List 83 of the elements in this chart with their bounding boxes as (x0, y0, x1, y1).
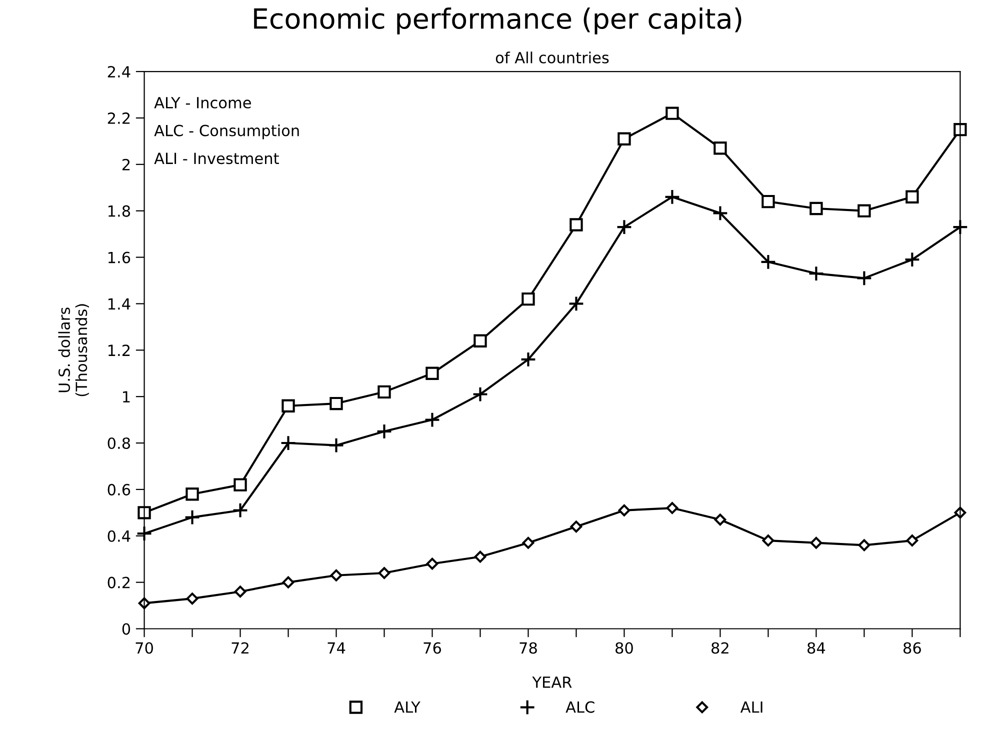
legend-label: ALC (566, 701, 594, 713)
x-tick-label: 82 (712, 642, 728, 654)
chart-title: Economic performance (per capita) (254, 8, 742, 34)
y-axis-title: U.S. dollars (Thousands) (58, 304, 89, 396)
point (282, 399, 295, 412)
point (138, 506, 151, 520)
point (952, 219, 968, 236)
point (474, 334, 487, 348)
point (474, 550, 486, 563)
point (760, 254, 776, 270)
point (186, 487, 199, 501)
point (714, 142, 727, 155)
point (810, 202, 823, 216)
point (568, 296, 584, 312)
point (810, 536, 822, 549)
x-tick-label: 86 (903, 642, 921, 654)
point (856, 270, 872, 286)
point (232, 502, 248, 518)
y-tick-label: 0.2 (108, 576, 130, 588)
point (616, 219, 632, 236)
x-tick-label: 84 (808, 642, 826, 654)
point (280, 435, 296, 452)
x-tick-label: 78 (520, 642, 537, 654)
point (762, 194, 775, 208)
point (520, 351, 536, 368)
point (714, 514, 726, 526)
y-tick-label: 0.8 (108, 437, 130, 450)
point (472, 386, 488, 402)
point (186, 592, 198, 605)
point (376, 423, 392, 440)
y-tick-label: 0 (122, 623, 130, 635)
y-tick-label: 1.8 (108, 205, 130, 217)
legend-label: ALY (394, 701, 420, 713)
x-tick-label: 80 (616, 642, 633, 654)
y-tick-label: 1.2 (108, 344, 130, 356)
point (426, 366, 439, 380)
annotation: ALI - Investment (154, 152, 279, 164)
point (858, 204, 871, 218)
point (858, 539, 870, 552)
point (808, 266, 824, 282)
point (618, 504, 630, 516)
y-tick-label: 1.4 (108, 298, 130, 310)
point (570, 218, 583, 232)
point (426, 558, 438, 570)
point (618, 132, 631, 146)
y-tick-label: 0.4 (108, 530, 130, 542)
point (330, 396, 343, 410)
point (184, 509, 200, 526)
point (234, 478, 247, 492)
point (378, 567, 390, 579)
point (906, 534, 918, 546)
annotation: ALC - Consumption (154, 124, 299, 140)
x-tick-label: 72 (232, 642, 248, 654)
x-axis-title: YEAR (532, 676, 572, 688)
y-tick-label: 0.6 (108, 484, 130, 496)
point (666, 502, 678, 514)
point (664, 188, 680, 205)
x-tick-label: 74 (328, 642, 346, 654)
point (424, 412, 440, 428)
point (954, 122, 967, 136)
point (666, 106, 679, 120)
point (378, 385, 391, 399)
x-tick-label: 76 (424, 642, 441, 654)
chart-subtitle: of All countries (496, 52, 609, 64)
point (328, 437, 344, 454)
point (522, 292, 535, 306)
y-tick-label: 2.4 (108, 66, 130, 78)
y-tick-label: 2 (122, 158, 130, 170)
point (282, 576, 294, 588)
point (234, 586, 246, 598)
point (762, 534, 774, 546)
point (712, 205, 728, 222)
point (904, 252, 920, 268)
annotation: ALY - Income (154, 97, 251, 108)
point (522, 536, 534, 549)
y-tick-label: 2.2 (108, 112, 130, 124)
y-tick-label: 1 (123, 391, 130, 402)
point (906, 190, 919, 204)
y-tick-label: 1.6 (108, 252, 130, 264)
legend-label: ALI (740, 701, 762, 713)
point (330, 569, 342, 582)
point (570, 520, 582, 533)
x-tick-label: 70 (136, 642, 153, 654)
